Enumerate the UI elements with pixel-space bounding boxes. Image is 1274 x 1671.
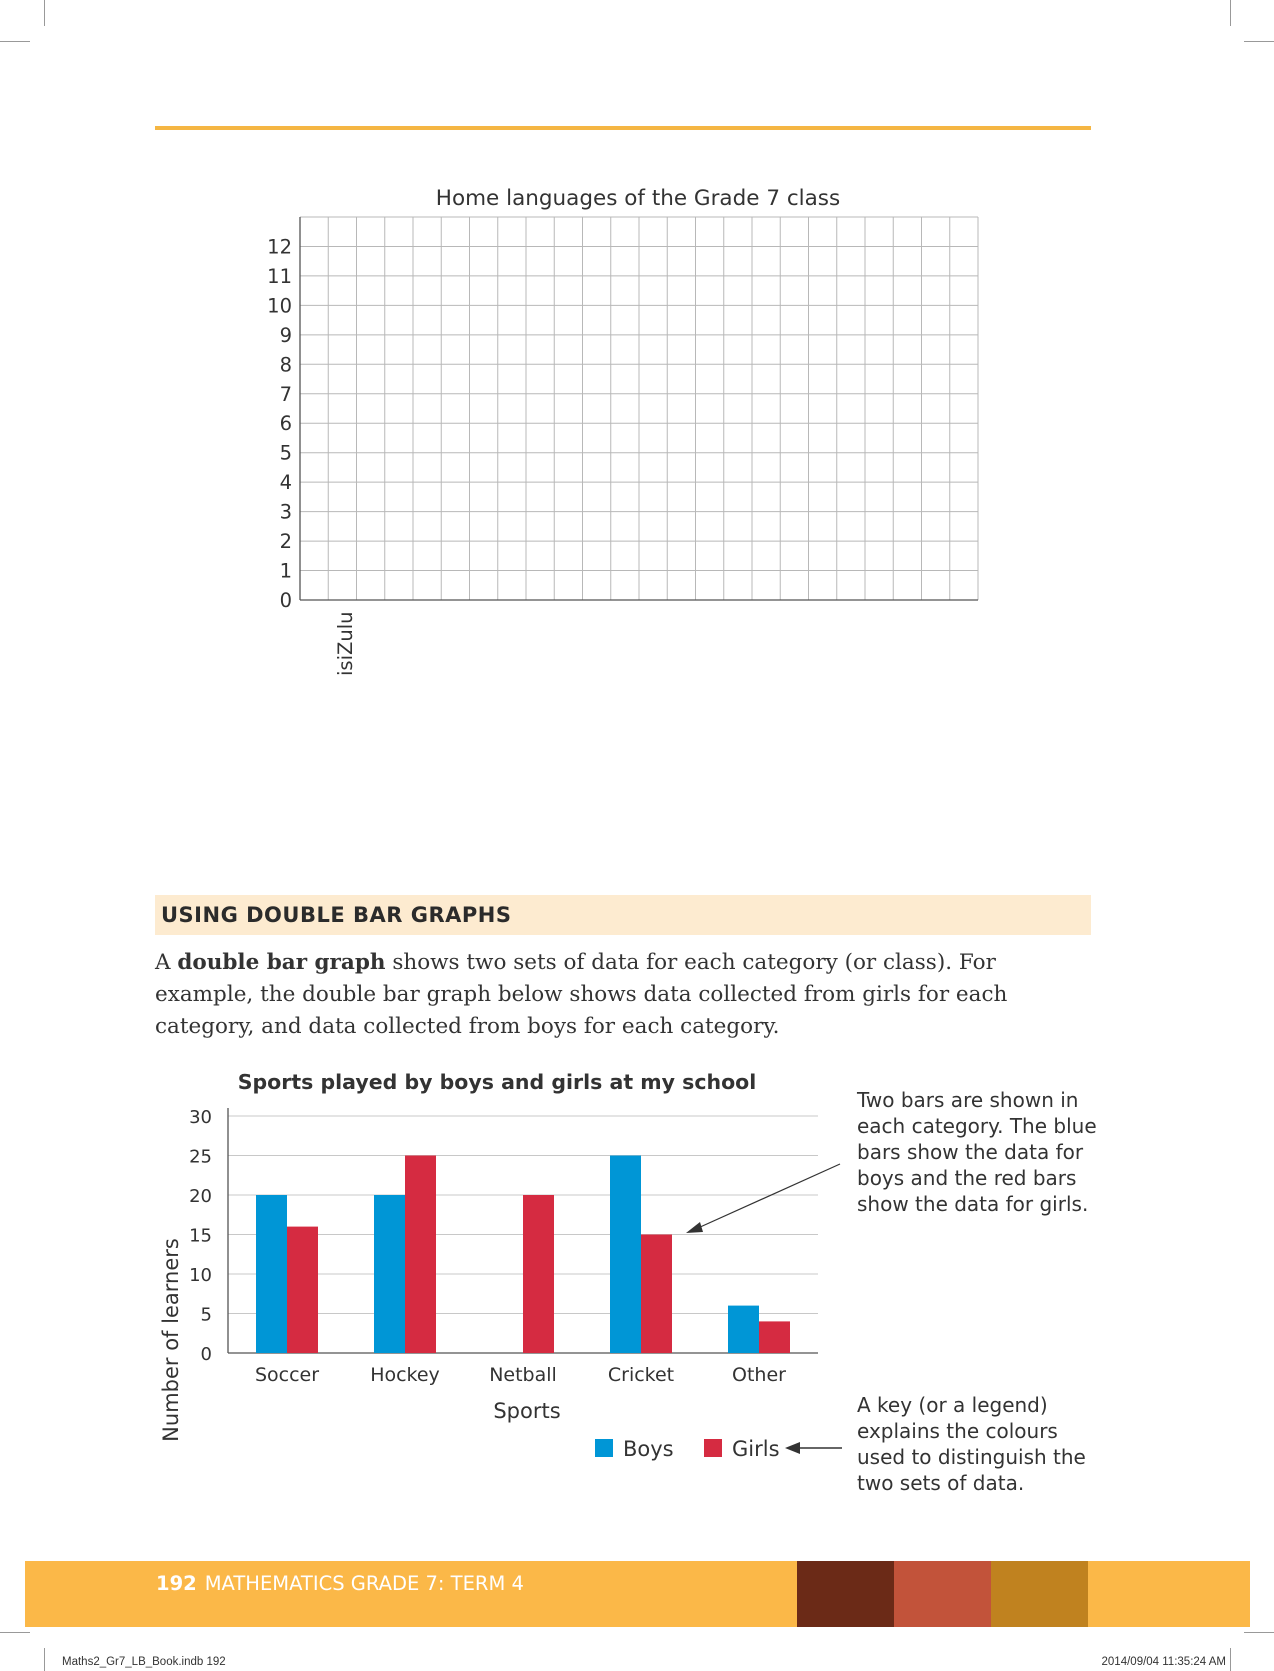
bar-chart-y-label: Number of learners (159, 1238, 183, 1442)
grid-y-tick-label: 12 (267, 235, 292, 258)
intro-paragraph: A double bar graph shows two sets of dat… (155, 947, 1095, 1043)
crop-mark (0, 41, 30, 42)
grid-chart-title: Home languages of the Grade 7 class (436, 186, 840, 211)
footer-swatch-2 (894, 1561, 991, 1627)
footer-title: MATHEMATICS GRADE 7: TERM 4 (204, 1572, 524, 1595)
bar-chart-x-tick-label: Other (732, 1364, 786, 1386)
bar-girls-cricket (641, 1234, 672, 1353)
key-note-arrowhead (785, 1442, 800, 1454)
bar-chart-x-tick-label: Soccer (255, 1364, 319, 1386)
page-number: 192 (156, 1572, 197, 1595)
intro-before: A (155, 950, 178, 975)
crop-mark (44, 0, 45, 26)
top-rule (155, 126, 1091, 130)
slug-timestamp: 2014/09/04 11:35:24 AM (1101, 1656, 1226, 1668)
crop-mark (1230, 0, 1231, 26)
section-heading: USING DOUBLE BAR GRAPHS (155, 895, 1091, 935)
bar-chart-y-tick-label: 20 (189, 1186, 212, 1207)
double-bar-chart: Sports played by boys and girls at my sc… (159, 1070, 842, 1461)
legend-label-boys: Boys (623, 1437, 674, 1461)
bar-chart-x-ticks: Soccer Hockey Netball Cricket Other (255, 1364, 786, 1386)
grid-y-tick-label: 7 (280, 383, 292, 406)
section-heading-text: USING DOUBLE BAR GRAPHS (161, 903, 512, 927)
legend-swatch-girls (704, 1439, 722, 1457)
crop-mark (1244, 41, 1274, 42)
language-grid-chart: Home languages of the Grade 7 class 0123… (267, 186, 979, 677)
slug-row: Maths2_Gr7_LB_Book.indb 192 2014/09/04 1… (0, 1654, 1274, 1671)
bars-note-arrow (697, 1163, 841, 1229)
grid-y-tick-label: 9 (280, 324, 292, 347)
bar-boys-hockey (374, 1195, 405, 1353)
crop-mark (0, 1632, 30, 1633)
grid-y-tick-label: 11 (267, 265, 292, 288)
crop-mark (1244, 1632, 1274, 1633)
grid-y-tick-label: 6 (280, 412, 292, 435)
grid-x-label-isizulu: isiZulu (334, 612, 357, 677)
grid-y-tick-label: 2 (280, 530, 292, 553)
grid-y-tick-label: 5 (280, 442, 292, 465)
bar-girls-soccer (287, 1226, 318, 1353)
bar-chart-y-tick-label: 25 (189, 1147, 212, 1168)
bar-boys-cricket (610, 1155, 641, 1353)
footer-swatch-1 (797, 1561, 894, 1627)
bar-boys-other (728, 1305, 759, 1353)
bars-annotation: Two bars are shown in each category. The… (857, 1088, 1097, 1216)
bar-chart-x-tick-label: Cricket (608, 1364, 674, 1386)
footer-text: 192 MATHEMATICS GRADE 7: TERM 4 (156, 1572, 524, 1595)
bar-chart-legend: Boys Girls (595, 1437, 780, 1461)
bar-chart-y-tick-label: 5 (201, 1305, 212, 1326)
grid-y-tick-label: 8 (280, 353, 292, 376)
key-annotation: A key (or a legend) explains the colours… (857, 1393, 1086, 1495)
bar-chart-y-ticks: 0 5 10 15 20 25 30 (189, 1107, 212, 1365)
bar-chart-x-tick-label: Netball (489, 1364, 557, 1386)
bar-girls-netball (523, 1195, 554, 1353)
bar-chart-y-tick-label: 10 (189, 1265, 212, 1286)
grid-y-tick-label: 1 (280, 560, 292, 583)
bar-chart-y-tick-label: 0 (201, 1344, 212, 1365)
bar-chart-y-tick-label: 30 (189, 1107, 212, 1128)
bars-note-arrowhead (686, 1222, 703, 1233)
footer-swatch-3 (991, 1561, 1088, 1627)
legend-swatch-boys (595, 1439, 613, 1457)
bar-chart-x-label: Sports (493, 1399, 560, 1423)
grid-lines (299, 216, 979, 601)
intro-bold-term: double bar graph (177, 950, 386, 975)
intro-after: shows two sets of data for each category… (155, 950, 1008, 1039)
bar-chart-x-tick-label: Hockey (370, 1364, 440, 1386)
bar-boys-soccer (256, 1195, 287, 1353)
crop-mark (44, 1648, 45, 1671)
grid-y-tick-label: 3 (280, 501, 292, 524)
grid-y-tick-label: 0 (280, 589, 292, 612)
bar-chart-y-tick-label: 15 (189, 1226, 212, 1247)
grid-y-tick-label: 10 (267, 294, 292, 317)
bar-chart-bars (256, 1155, 790, 1353)
grid-y-tick-label: 4 (280, 471, 292, 494)
legend-label-girls: Girls (732, 1437, 780, 1461)
slug-file-text: Maths2_Gr7_LB_Book.indb 192 (62, 1656, 226, 1668)
bar-chart-title: Sports played by boys and girls at my sc… (238, 1070, 757, 1094)
bar-girls-other (759, 1321, 790, 1353)
bar-girls-hockey (405, 1155, 436, 1353)
crop-mark (1230, 1648, 1231, 1671)
